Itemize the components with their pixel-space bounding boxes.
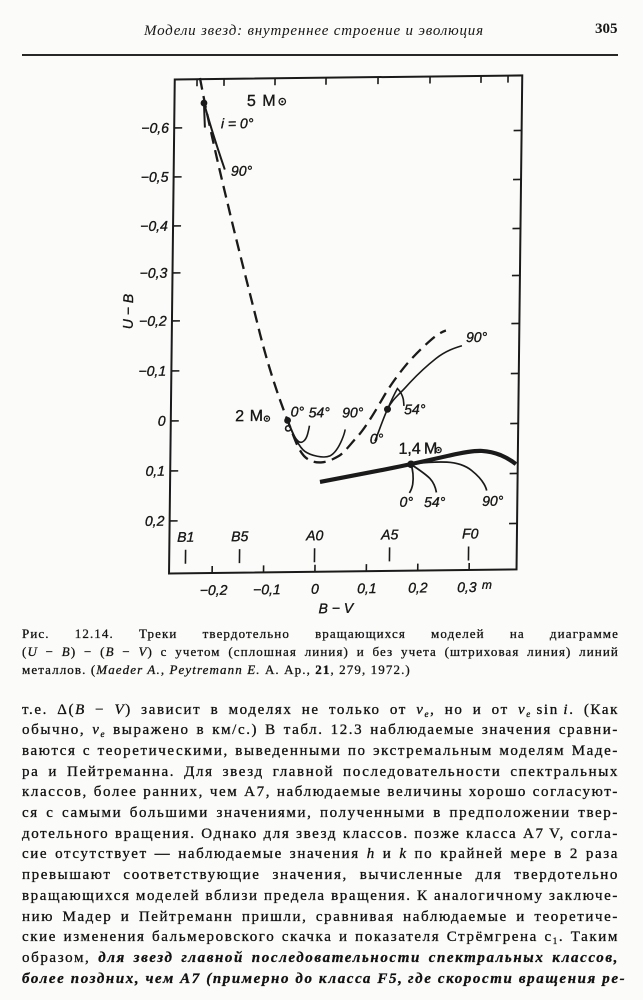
svg-text:B5: B5	[231, 528, 249, 544]
svg-text:A0: A0	[305, 527, 324, 543]
svg-text:54°: 54°	[404, 401, 426, 417]
svg-text:i = 0°: i = 0°	[221, 115, 254, 131]
svg-text:−0,2: −0,2	[139, 313, 167, 329]
svg-text:m: m	[482, 578, 492, 592]
svg-text:−0,6: −0,6	[141, 120, 169, 136]
svg-text:F0: F0	[462, 525, 479, 541]
svg-text:0,2: 0,2	[408, 579, 428, 595]
svg-text:0: 0	[158, 413, 166, 429]
svg-text:0,3: 0,3	[457, 579, 477, 595]
svg-text:54°: 54°	[424, 494, 446, 510]
svg-text:−0,1: −0,1	[253, 581, 281, 597]
svg-text:54°: 54°	[309, 404, 331, 420]
svg-text:0,1: 0,1	[357, 580, 377, 596]
svg-text:0: 0	[311, 581, 319, 597]
svg-text:0,2: 0,2	[145, 513, 165, 529]
svg-text:0°: 0°	[291, 403, 305, 419]
svg-text:−0,3: −0,3	[140, 265, 168, 281]
svg-text:0°: 0°	[370, 430, 384, 446]
svg-text:−0,1: −0,1	[138, 363, 166, 379]
svg-text:90°: 90°	[342, 404, 364, 420]
svg-text:90°: 90°	[482, 493, 504, 509]
svg-text:B − V: B − V	[318, 600, 354, 616]
svg-text:2 M: 2 M	[235, 408, 264, 425]
svg-text:A5: A5	[380, 526, 399, 542]
svg-text:−0,2: −0,2	[200, 582, 228, 598]
svg-text:−0,5: −0,5	[141, 169, 169, 185]
svg-text:90°: 90°	[466, 329, 488, 345]
svg-text:5 M: 5 M	[247, 93, 277, 110]
svg-text:B1: B1	[177, 529, 194, 545]
svg-text:−0,4: −0,4	[140, 218, 168, 234]
svg-text:U − B: U − B	[120, 294, 136, 330]
svg-text:1,4 M: 1,4 M	[398, 440, 437, 457]
svg-text:0°: 0°	[400, 494, 414, 510]
svg-text:90°: 90°	[231, 163, 253, 179]
svg-text:0,1: 0,1	[145, 463, 165, 479]
